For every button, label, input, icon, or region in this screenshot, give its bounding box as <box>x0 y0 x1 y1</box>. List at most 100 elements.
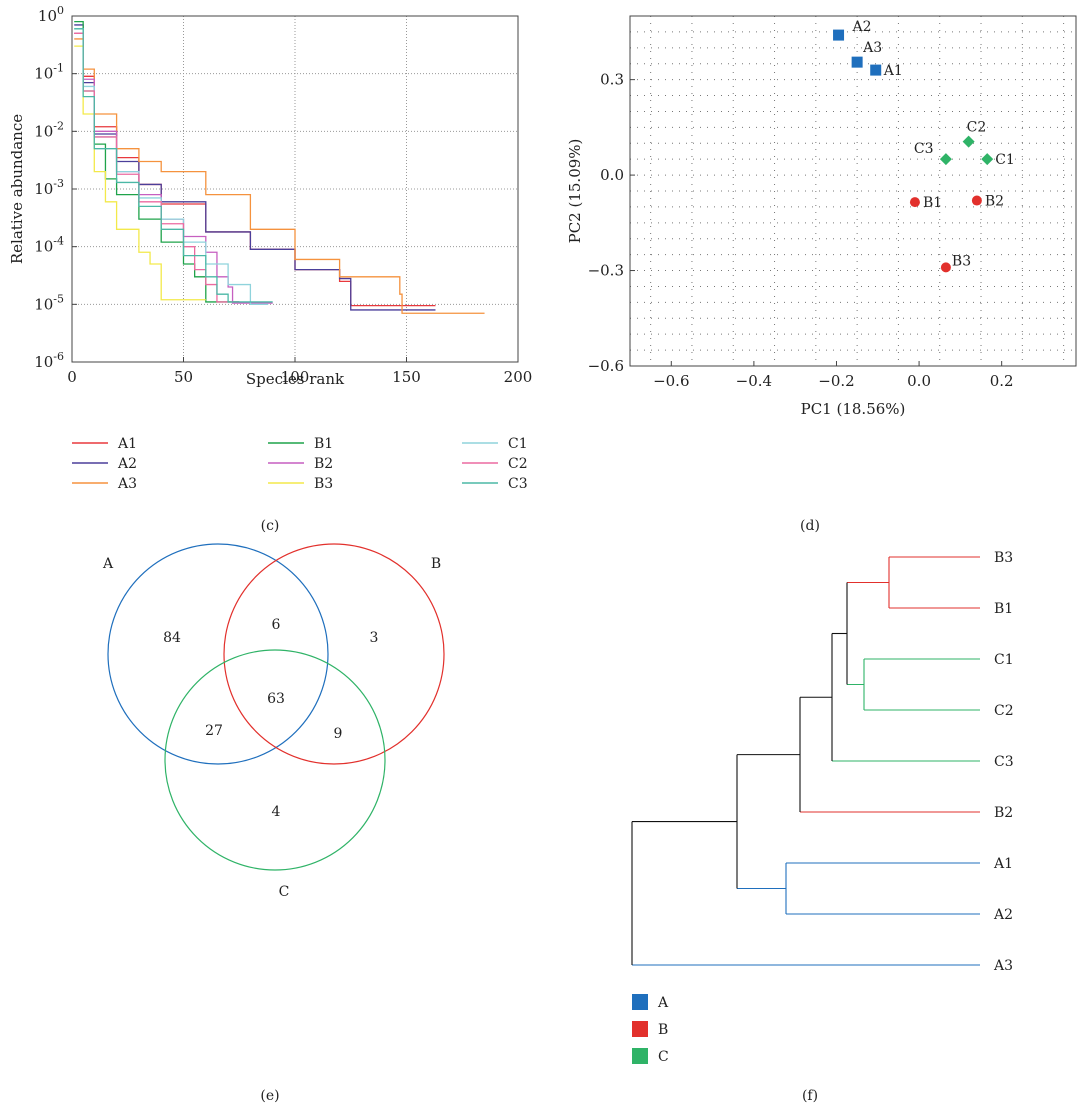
legend-label-C3: C3 <box>508 476 528 492</box>
rank-abundance-xtick-label: 50 <box>174 368 193 386</box>
venn-diagram: A B C 84 3 4 6 27 9 63 <box>102 543 445 900</box>
legend-label-C1: C1 <box>508 436 528 452</box>
panel-label-c: (c) <box>261 518 280 534</box>
rank-abundance-ytick-label: 10-2 <box>34 119 64 140</box>
pca-point-label-A1: A1 <box>883 63 903 79</box>
pca-points: A1 A2 A3 B1 B2 B3 C1 C2 C3 <box>833 19 1015 273</box>
pca-point-label-C3: C3 <box>914 141 934 157</box>
venn-region-a-only: 84 <box>163 630 181 646</box>
pca-point-label-B1: B1 <box>923 195 942 211</box>
dendrogram-leaf-labels: B3 B1 C1 C2 C3 B2 A1 A2 A3 <box>993 550 1014 974</box>
pca-point-B1 <box>909 197 920 208</box>
venn-circle-c <box>164 649 386 871</box>
rank-abundance-legend: A1 A2 A3 B1 B2 B3 C1 C2 C3 <box>72 436 528 492</box>
legend-label-B3: B3 <box>314 476 333 492</box>
pca-chart: −0.6 −0.4 −0.2 0.0 0.2 −0.6 −0.3 0.0 0.3 A1 A2 A3 B… <box>566 15 1077 418</box>
venn-region-c-only: 4 <box>272 804 281 820</box>
rank-abundance-ytick-label: 100 <box>38 4 64 25</box>
rank-abundance-ytick-label: 10-3 <box>34 177 64 198</box>
rank-abundance-series-A2 <box>74 24 436 311</box>
pca-ticks: −0.6 −0.4 −0.2 0.0 0.2 −0.6 −0.3 0.0 0.3 <box>588 71 1014 390</box>
dendro-leaf-B3: B3 <box>994 550 1013 566</box>
venn-region-ac: 27 <box>205 723 223 739</box>
pca-point-B2 <box>971 195 982 206</box>
pca-point-label-C2: C2 <box>967 120 987 136</box>
legend-label-B2: B2 <box>314 456 333 472</box>
rank-abundance-series-B2 <box>74 32 273 304</box>
dendro-leaf-B2: B2 <box>994 805 1013 821</box>
dendro-leaf-B1: B1 <box>994 601 1013 617</box>
pca-grid <box>630 15 1076 366</box>
rank-abundance-ytick-label: 10-6 <box>34 350 64 371</box>
pca-xtick-label: 0.2 <box>990 372 1014 390</box>
venn-circle-b <box>223 543 445 765</box>
pca-point-C3 <box>939 153 952 166</box>
rank-abundance-xtick-label: 150 <box>392 368 421 386</box>
pca-point-label-B3: B3 <box>952 253 971 269</box>
dendro-leaf-A1: A1 <box>993 856 1013 872</box>
pca-ytick-label: −0.3 <box>588 262 624 280</box>
pca-ytick-label: 0.0 <box>600 166 624 184</box>
dendro-legend-swatch-C <box>632 1048 648 1064</box>
pca-xtick-label: 0.0 <box>907 372 931 390</box>
pca-point-A1 <box>870 64 882 76</box>
dendro-leaf-C3: C3 <box>994 754 1014 770</box>
panel-label-f: (f) <box>802 1088 818 1104</box>
pca-point-A3 <box>851 56 863 68</box>
rank-abundance-series-A3 <box>74 38 485 314</box>
panel-label-d: (d) <box>800 518 820 534</box>
pca-point-label-C1: C1 <box>995 152 1015 168</box>
pca-ytick-label: −0.6 <box>588 357 624 375</box>
venn-region-bc: 9 <box>334 726 343 742</box>
venn-region-ab: 6 <box>272 617 281 633</box>
legend-label-A3: A3 <box>117 476 137 492</box>
rank-abundance-xtick-label: 100 <box>281 368 310 386</box>
legend-label-B1: B1 <box>314 436 333 452</box>
rank-abundance-ytick-label: 10-5 <box>34 292 64 313</box>
dendro-leaf-C1: C1 <box>994 652 1014 668</box>
pca-point-label-B2: B2 <box>985 194 1004 210</box>
venn-region-abc: 63 <box>267 691 285 707</box>
pca-point-A2 <box>833 29 845 41</box>
dendro-legend-label-A: A <box>657 995 669 1011</box>
dendro-legend-label-C: C <box>658 1049 669 1065</box>
pca-xtick-label: −0.2 <box>818 372 854 390</box>
rank-abundance-series-A1 <box>74 32 436 307</box>
rank-abundance-series-C3 <box>74 28 273 303</box>
rank-abundance-xtick-label: 200 <box>504 368 533 386</box>
venn-set-label-a: A <box>102 556 114 572</box>
venn-set-label-c: C <box>279 884 290 900</box>
dendro-legend-label-B: B <box>658 1022 668 1038</box>
venn-circle-a <box>107 543 329 765</box>
dendro-legend-swatch-B <box>632 1021 648 1037</box>
rank-abundance-series-B3 <box>74 45 206 301</box>
pca-xtick-label: −0.4 <box>736 372 772 390</box>
rank-abundance-ytick-label: 10-1 <box>34 62 64 83</box>
pca-xtick-label: −0.6 <box>653 372 689 390</box>
pca-ylabel: PC2 (15.09%) <box>566 139 584 244</box>
rank-abundance-series-C1 <box>74 28 269 305</box>
venn-region-b-only: 3 <box>370 630 379 646</box>
legend-label-A1: A1 <box>117 436 137 452</box>
rank-abundance-ticks: 0 50 100 150 200 100 10-1 10-2 10-3 10-4 10-5 10-6 <box>34 4 532 386</box>
dendrogram-branches <box>631 556 980 966</box>
dendro-leaf-A2: A2 <box>993 907 1013 923</box>
rank-abundance-chart: 0 50 100 150 20010010-110-210-310-410-510-6 … <box>8 4 532 492</box>
dendro-legend-swatch-A <box>632 994 648 1010</box>
dendro-leaf-C2: C2 <box>994 703 1014 719</box>
pca-ytick-label: 0.3 <box>600 71 624 89</box>
dendrogram: B3 B1 C1 C2 C3 B2 A1 A2 A3 ABC <box>631 550 1014 1065</box>
panel-label-e: (e) <box>260 1088 279 1104</box>
pca-xlabel: PC1 (18.56%) <box>801 400 906 418</box>
rank-abundance-lines <box>74 20 485 314</box>
pca-frame <box>629 15 1077 367</box>
pca-point-B3 <box>940 262 951 273</box>
rank-abundance-xtick-label: 0 <box>67 368 77 386</box>
venn-set-label-b: B <box>431 556 441 572</box>
pca-point-C2 <box>962 135 975 148</box>
pca-point-label-A3: A3 <box>862 40 882 56</box>
legend-label-C2: C2 <box>508 456 528 472</box>
rank-abundance-ytick-label: 10-4 <box>34 235 64 256</box>
pca-point-C1 <box>981 153 994 166</box>
